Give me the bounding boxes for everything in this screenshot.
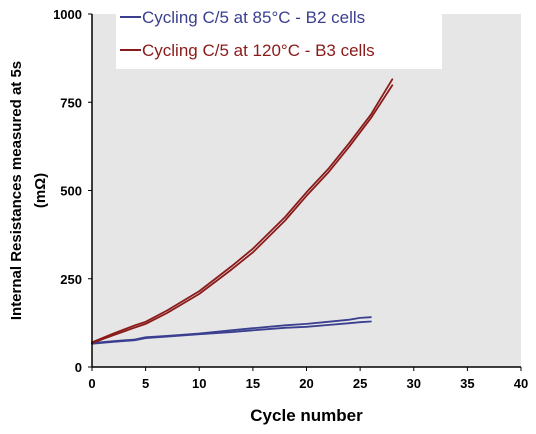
x-tick-label: 35	[460, 376, 474, 391]
series-line-2-2	[91, 84, 394, 344]
legend-box	[116, 2, 442, 69]
x-tick-label: 15	[246, 376, 260, 391]
x-tick-label: 25	[353, 376, 367, 391]
legend-label: Cycling C/5 at 85°C - B2 cells	[142, 8, 365, 27]
y-axis-title: Internal Resistances measured at 5s (mΩ)	[8, 61, 49, 320]
y-axis-title-line: Internal Resistances measured at 5s	[8, 61, 25, 320]
y-tick-label: 500	[60, 184, 82, 199]
axis-ticks: 0 5 10 15 20 25 30 35 40 0 250 500 750 1000	[53, 7, 528, 391]
x-tick-label: 5	[142, 376, 149, 391]
y-tick-label: 250	[60, 272, 82, 287]
x-tick-label: 10	[192, 376, 206, 391]
plot-area	[92, 14, 521, 367]
x-tick-label: 30	[407, 376, 421, 391]
series-line-2-1	[91, 78, 394, 344]
y-tick-label: 750	[60, 95, 82, 110]
x-axis-title: Cycle number	[250, 406, 363, 425]
legend-label: Cycling C/5 at 120°C - B3 cells	[142, 41, 375, 60]
y-tick-label: 0	[75, 360, 82, 375]
series-line-1-2	[91, 320, 372, 345]
x-tick-label: 0	[88, 376, 95, 391]
y-tick-label: 1000	[53, 7, 82, 22]
legend: Cycling C/5 at 85°C - B2 cells Cycling C/…	[120, 8, 375, 60]
y-axis-title-line: (mΩ)	[32, 173, 49, 208]
x-tick-label: 20	[299, 376, 313, 391]
series-layer	[91, 78, 394, 345]
x-tick-label: 40	[514, 376, 528, 391]
